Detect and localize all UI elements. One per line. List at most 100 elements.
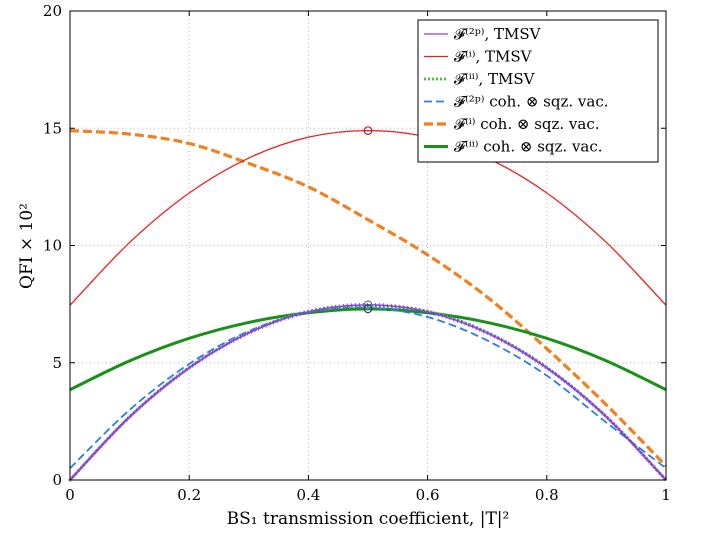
series-marker	[572, 386, 577, 391]
series-marker	[578, 391, 583, 396]
series-marker	[89, 454, 94, 459]
series-marker	[389, 303, 394, 308]
series-marker	[602, 413, 607, 418]
series-line	[69, 129, 667, 306]
series-marker	[290, 314, 295, 319]
series-marker	[546, 367, 551, 372]
plot-frame	[69, 10, 667, 481]
y-tick-label: 15	[43, 119, 62, 137]
series-marker	[543, 365, 548, 370]
x-tick-label: 0.4	[296, 486, 320, 504]
series-marker	[405, 305, 410, 310]
series-marker	[599, 410, 604, 415]
series-marker	[155, 390, 160, 395]
series-marker	[111, 431, 116, 436]
series-marker	[444, 314, 449, 319]
series-marker	[625, 435, 630, 440]
series-marker	[190, 363, 195, 368]
y-axis-label: QFI × 10²	[17, 203, 37, 289]
series-marker	[477, 327, 482, 332]
series-marker	[440, 313, 445, 318]
series-marker	[495, 336, 500, 341]
series-marker	[294, 313, 299, 318]
series-marker	[481, 329, 486, 334]
series-marker	[325, 306, 330, 311]
x-tick-label: 0.2	[177, 486, 201, 504]
series-marker	[220, 344, 225, 349]
series-marker	[357, 302, 362, 307]
series-marker	[506, 341, 511, 346]
series-marker	[636, 447, 641, 452]
highlight-markers	[363, 126, 373, 314]
series-marker	[488, 332, 493, 337]
series-marker	[86, 457, 91, 462]
series-marker	[143, 400, 148, 405]
series-marker	[432, 311, 437, 316]
series-marker	[581, 394, 586, 399]
series-marker	[575, 389, 580, 394]
y-tick-label: 20	[43, 2, 62, 20]
legend: 𝓕⁽²ᵖ⁾, TMSV 𝓕⁽ⁱ⁾, TMSV 𝓕⁽ⁱⁱ⁾, TMSV 𝓕⁽²ᵖ⁾ co…	[417, 19, 659, 163]
series-marker	[530, 356, 535, 361]
legend-entry: 𝓕⁽²ᵖ⁾, TMSV	[454, 25, 542, 43]
x-tick-label: 0	[65, 486, 75, 504]
series-marker	[502, 339, 507, 344]
series-marker	[256, 326, 261, 331]
series-marker	[76, 469, 81, 474]
series-marker	[470, 324, 475, 329]
series-marker	[608, 418, 613, 423]
series-marker	[174, 375, 179, 380]
series-marker	[527, 354, 532, 359]
series-marker	[627, 438, 632, 443]
series-marker	[593, 405, 598, 410]
series-marker	[499, 338, 504, 343]
series-marker	[616, 427, 621, 432]
series-marker	[520, 349, 525, 354]
series-marker	[329, 305, 334, 310]
series-marker	[103, 439, 108, 444]
series-marker	[451, 317, 456, 322]
series-marker	[317, 307, 322, 312]
series-marker	[146, 398, 151, 403]
series-marker	[271, 320, 276, 325]
series-marker	[428, 310, 433, 315]
peak-marker	[363, 300, 373, 310]
series-marker	[92, 451, 97, 456]
series-marker	[128, 414, 133, 419]
series-marker	[654, 468, 659, 473]
series-marker	[279, 317, 284, 322]
x-tick-label: 0.6	[416, 486, 440, 504]
series-marker	[171, 377, 176, 382]
series-marker	[377, 303, 382, 308]
series-marker	[224, 342, 229, 347]
series-marker	[260, 324, 265, 329]
series-marker	[217, 346, 222, 351]
series-marker	[436, 312, 441, 317]
series-marker	[84, 460, 89, 465]
legend-box	[417, 19, 659, 163]
series-marker	[78, 466, 83, 471]
series-marker	[207, 352, 212, 357]
series-marker	[149, 395, 154, 400]
series-marker	[245, 331, 250, 336]
series-marker	[264, 323, 269, 328]
series-marker	[161, 385, 166, 390]
peak-marker	[363, 126, 373, 135]
series-marker	[73, 472, 78, 477]
series-marker	[117, 425, 122, 430]
series-marker	[131, 411, 136, 416]
series-marker	[590, 402, 595, 407]
series-marker	[462, 321, 467, 326]
peak-marker	[363, 304, 373, 314]
series-marker	[267, 321, 272, 326]
series-marker	[553, 372, 558, 377]
series-marker	[298, 311, 303, 316]
series-marker	[341, 304, 346, 309]
series-marker	[533, 358, 538, 363]
series-marker	[183, 368, 188, 373]
series-marker	[516, 347, 521, 352]
series-marker	[424, 309, 429, 314]
series-marker	[649, 462, 654, 467]
series-marker	[321, 306, 326, 311]
